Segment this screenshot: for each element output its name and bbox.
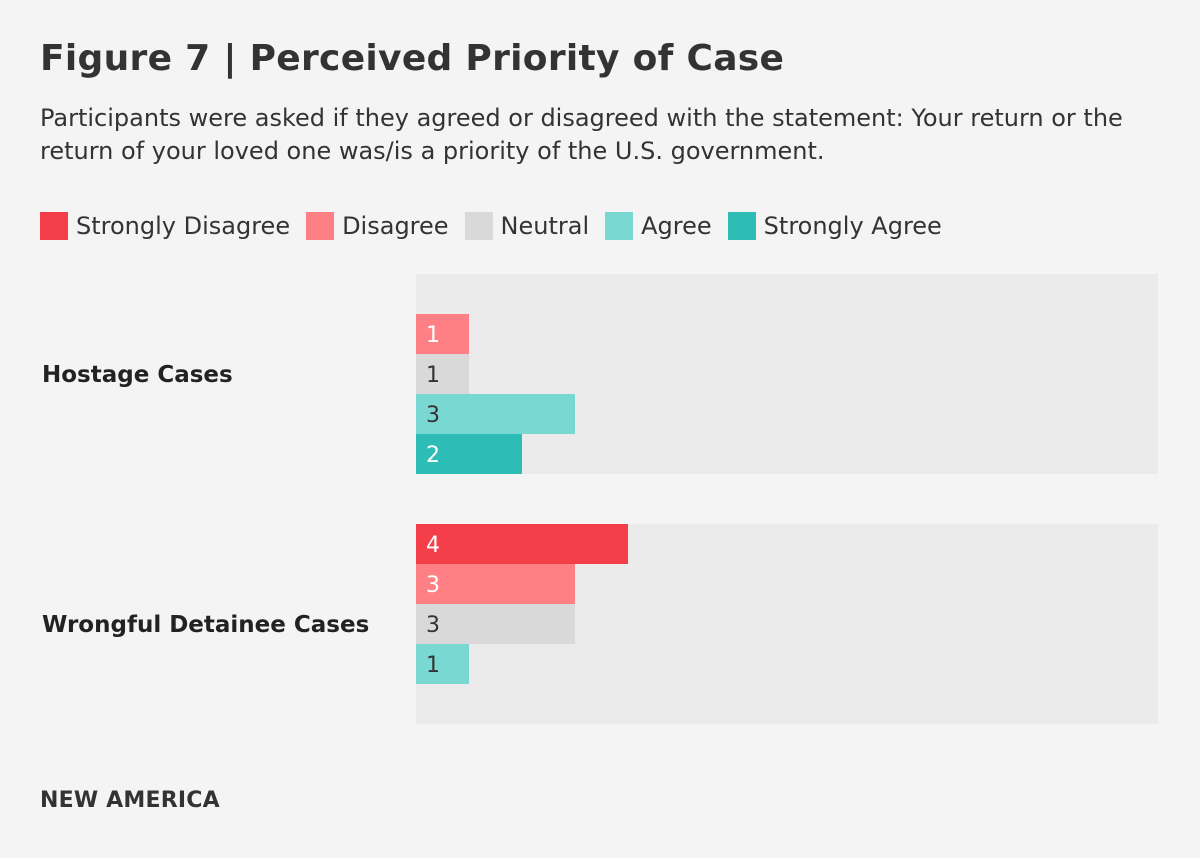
legend-item-agree: Agree (605, 212, 712, 240)
data-label-hostage-cases-disagree: 1 (426, 323, 440, 348)
legend-swatch-strongly-disagree (40, 212, 68, 240)
legend-label-neutral: Neutral (500, 212, 590, 240)
group-background-hostage-cases (416, 274, 1158, 474)
chart-title: Figure 7 | Perceived Priority of Case (40, 38, 785, 79)
bar-wrongful-detainee-cases-strongly-disagree (416, 524, 628, 564)
bar-wrongful-detainee-cases-neutral (416, 604, 575, 644)
bar-hostage-cases-strongly-agree (416, 434, 522, 474)
legend-label-disagree: Disagree (342, 212, 449, 240)
legend-swatch-disagree (306, 212, 335, 240)
data-label-hostage-cases-neutral: 1 (426, 363, 440, 388)
data-label-wrongful-detainee-cases-strongly-disagree: 4 (426, 533, 440, 558)
legend-item-strongly-agree: Strongly Agree (727, 212, 942, 240)
legend: Strongly Disagree Disagree Neutral Agree… (40, 208, 958, 244)
legend-swatch-neutral (464, 212, 493, 240)
chart-subtitle: Participants were asked if they agreed o… (40, 104, 1123, 165)
bar-wrongful-detainee-cases-disagree (416, 564, 575, 604)
data-label-hostage-cases-strongly-agree: 2 (426, 443, 440, 468)
legend-item-strongly-disagree: Strongly Disagree (40, 212, 290, 240)
data-label-wrongful-detainee-cases-agree: 1 (426, 653, 440, 678)
legend-item-disagree: Disagree (306, 212, 449, 240)
bar-hostage-cases-agree (416, 394, 575, 434)
legend-label-strongly-disagree: Strongly Disagree (76, 212, 291, 240)
legend-swatch-agree (605, 212, 634, 240)
data-label-hostage-cases-agree: 3 (426, 403, 440, 428)
legend-label-agree: Agree (641, 212, 712, 240)
legend-label-strongly-agree: Strongly Agree (763, 212, 942, 240)
legend-swatch-strongly-agree (727, 212, 756, 240)
data-label-wrongful-detainee-cases-disagree: 3 (426, 573, 440, 598)
data-label-wrongful-detainee-cases-neutral: 3 (426, 613, 440, 638)
legend-item-neutral: Neutral (464, 212, 590, 240)
bar-wrongful-detainee-cases-agree (416, 644, 469, 684)
new-america-logo: NEW AMERICA (40, 788, 220, 813)
category-label-hostage-cases: Hostage Cases (42, 362, 233, 388)
category-label-wrongful-detainee-cases: Wrongful Detainee Cases (42, 612, 369, 638)
bar-chart: Hostage Cases 1 1 3 2 Wrongful Detainee Cases… (42, 274, 1158, 684)
bar-hostage-cases-neutral (416, 354, 469, 394)
bar-hostage-cases-disagree (416, 314, 469, 354)
